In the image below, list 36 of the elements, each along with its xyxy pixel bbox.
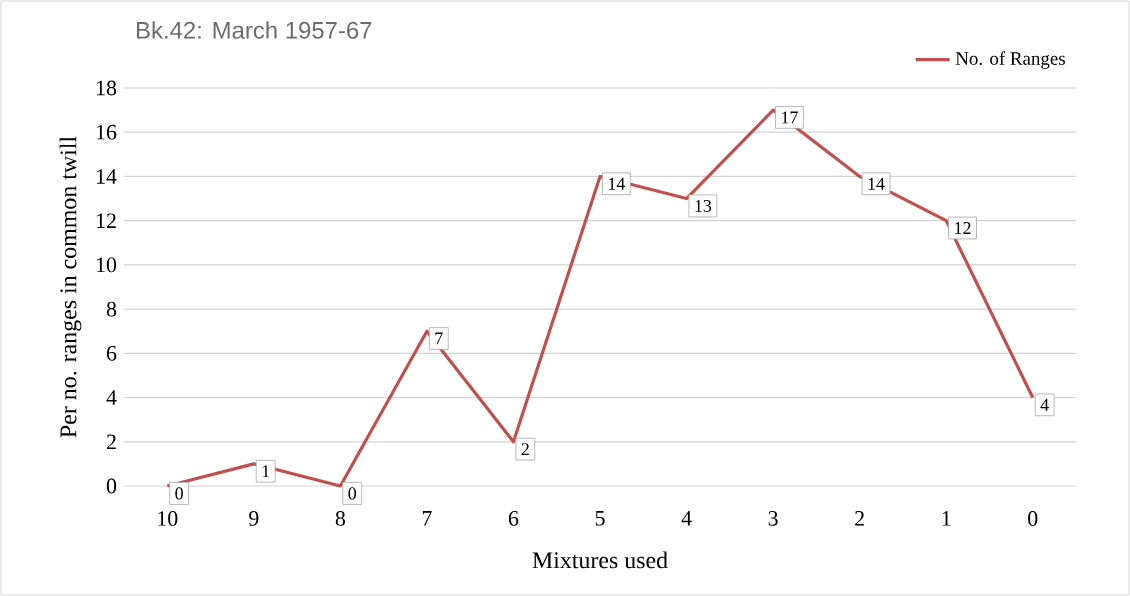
y-tick-label: 8: [106, 301, 117, 317]
x-tick-label: 0: [1028, 511, 1038, 526]
x-tick-label: 6: [508, 511, 519, 526]
x-tick-label: 3: [768, 511, 778, 526]
legend-label: No. of Ranges: [955, 51, 1065, 69]
x-tick-label: 8: [335, 511, 346, 526]
x-tick-label: 7: [422, 511, 432, 526]
data-label: 14: [868, 177, 885, 190]
x-tick-label: 10: [158, 511, 178, 526]
y-axis-title: Per no. ranges in common twill: [59, 136, 82, 438]
data-label: 0: [348, 487, 357, 500]
y-tick-label: 6: [106, 345, 117, 361]
y-tick-label: 10: [96, 257, 117, 273]
y-tick-label: 0: [106, 478, 117, 494]
x-tick-label: 9: [249, 511, 259, 526]
y-tick-label: 16: [96, 124, 117, 140]
x-tick-label: 4: [681, 511, 692, 526]
x-axis-title: Mixtures used: [532, 551, 668, 569]
data-label: 2: [521, 443, 529, 456]
y-tick-label: 2: [106, 434, 116, 450]
x-tick-label: 1: [942, 511, 951, 526]
x-tick-label: 5: [595, 511, 605, 526]
data-label: 1: [262, 465, 270, 478]
chart-title: Bk.42: March 1957-67: [137, 21, 372, 39]
y-tick-label: 12: [96, 213, 116, 228]
data-label: 4: [1040, 398, 1049, 411]
y-tick-label: 18: [96, 80, 117, 96]
x-tick-label: 2: [855, 511, 864, 526]
data-label: 7: [435, 332, 443, 345]
y-tick-label: 14: [96, 169, 117, 184]
data-label: 13: [695, 199, 712, 212]
data-label: 0: [175, 487, 183, 500]
y-tick-label: 4: [106, 390, 117, 405]
data-label: 14: [608, 177, 626, 190]
data-label: 17: [782, 111, 798, 124]
data-label: 12: [955, 222, 971, 234]
